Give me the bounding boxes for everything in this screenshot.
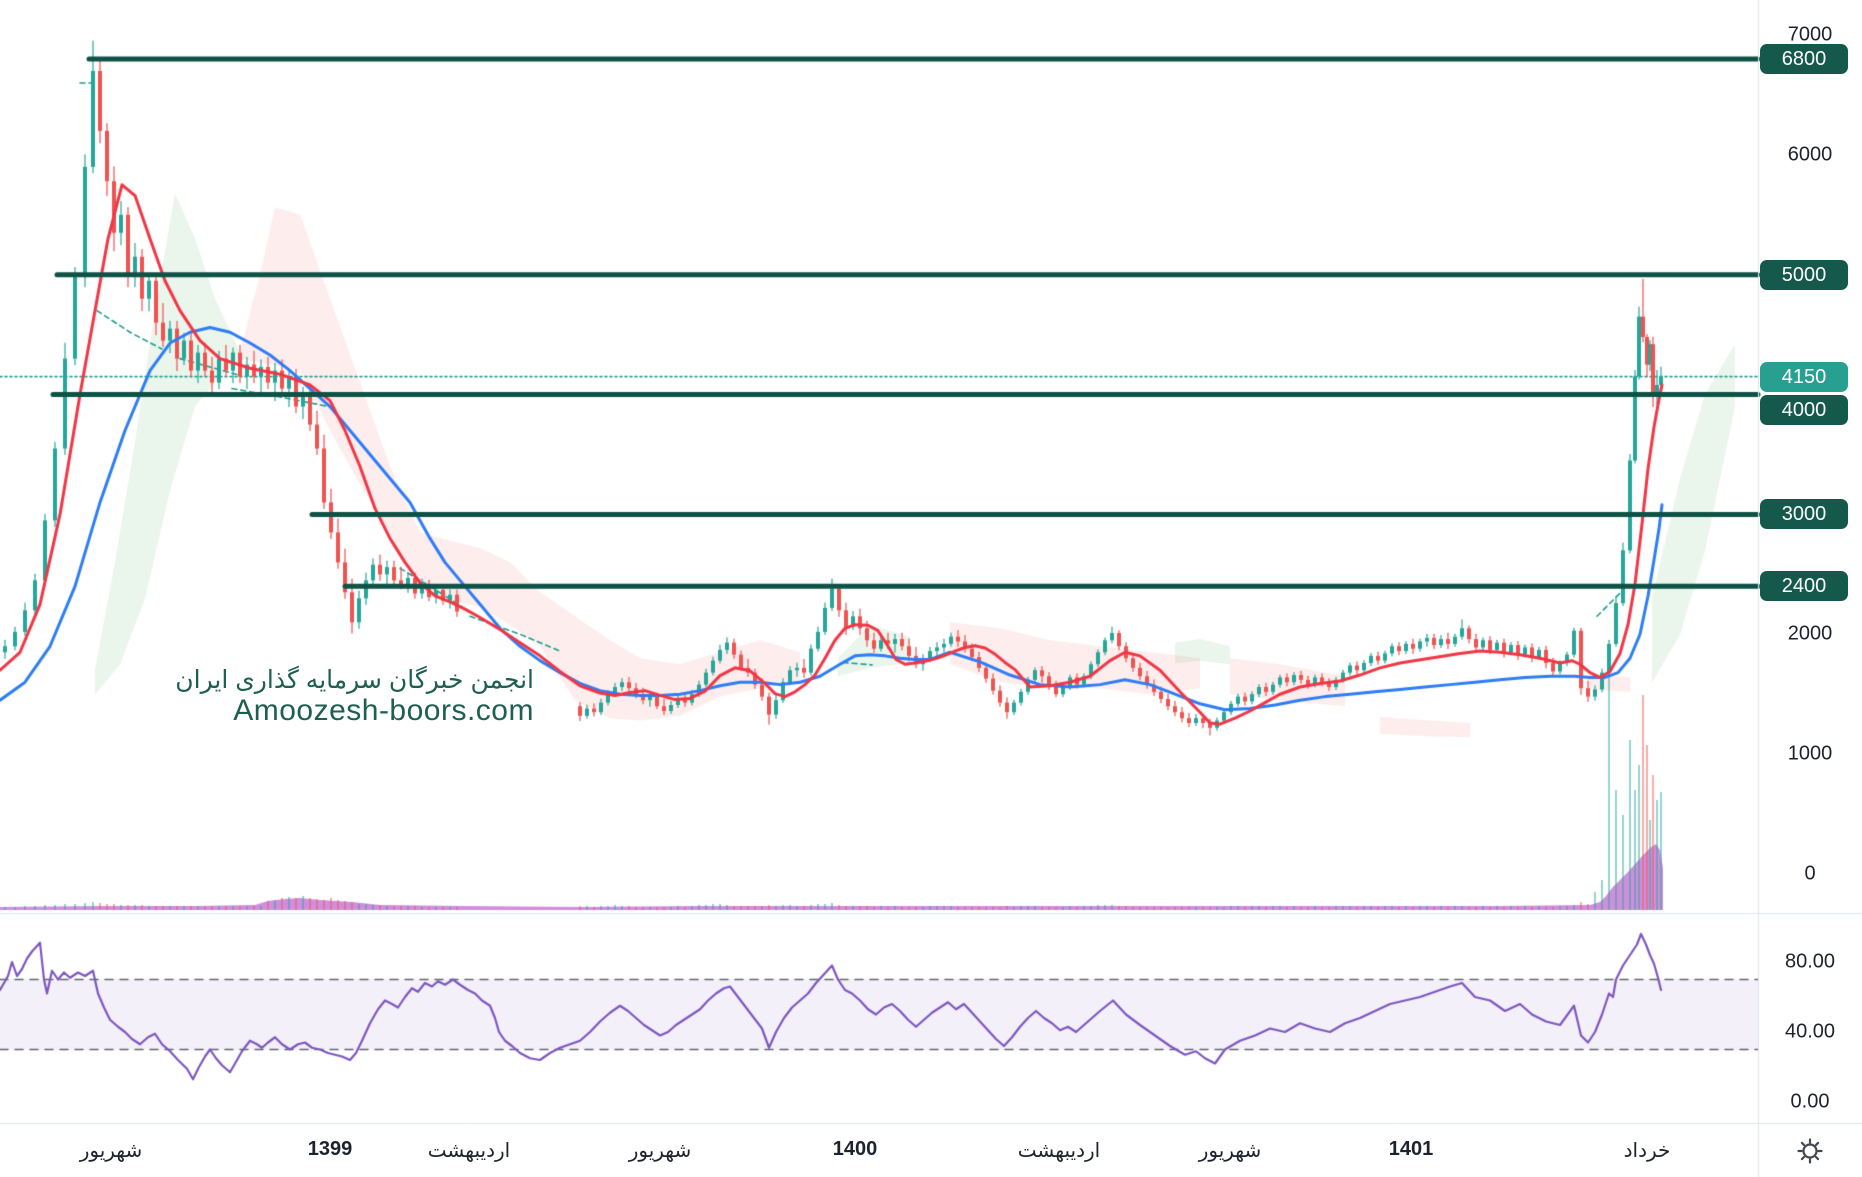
axis-settings-corner[interactable]	[1758, 1124, 1862, 1177]
rsi-tick-0.00: 0.00	[1790, 1090, 1830, 1113]
level-badge-5000: 5000	[1760, 259, 1848, 290]
rsi-tick-80.00: 80.00	[1784, 950, 1836, 973]
time-label-3: شهریور	[628, 1140, 692, 1162]
price-tick-7000: 7000	[1787, 23, 1833, 46]
price-tick-1000: 1000	[1787, 742, 1833, 765]
price-tick-6000: 6000	[1787, 143, 1833, 166]
time-label-2: اردیبهشت	[427, 1140, 511, 1162]
level-badge-2400: 2400	[1760, 571, 1848, 602]
level-badge-6800: 6800	[1760, 43, 1848, 74]
last-price-badge: 4150	[1760, 361, 1848, 392]
price-tick-0: 0	[1804, 862, 1816, 885]
level-badge-4000: 4000	[1760, 394, 1848, 425]
price-tick-2000: 2000	[1787, 622, 1833, 645]
time-label-5: اردیبهشت	[1017, 1140, 1101, 1162]
time-label-6: شهریور	[1198, 1140, 1262, 1162]
time-label-0: شهریور	[79, 1140, 143, 1162]
sun-settings-icon[interactable]	[1795, 1136, 1825, 1166]
time-label-8: خرداد	[1623, 1140, 1671, 1162]
time-label-7: 1401	[1388, 1138, 1434, 1160]
level-badge-3000: 3000	[1760, 499, 1848, 530]
rsi-tick-40.00: 40.00	[1784, 1020, 1836, 1043]
time-label-1: 1399	[307, 1138, 353, 1160]
time-label-4: 1400	[832, 1138, 878, 1160]
